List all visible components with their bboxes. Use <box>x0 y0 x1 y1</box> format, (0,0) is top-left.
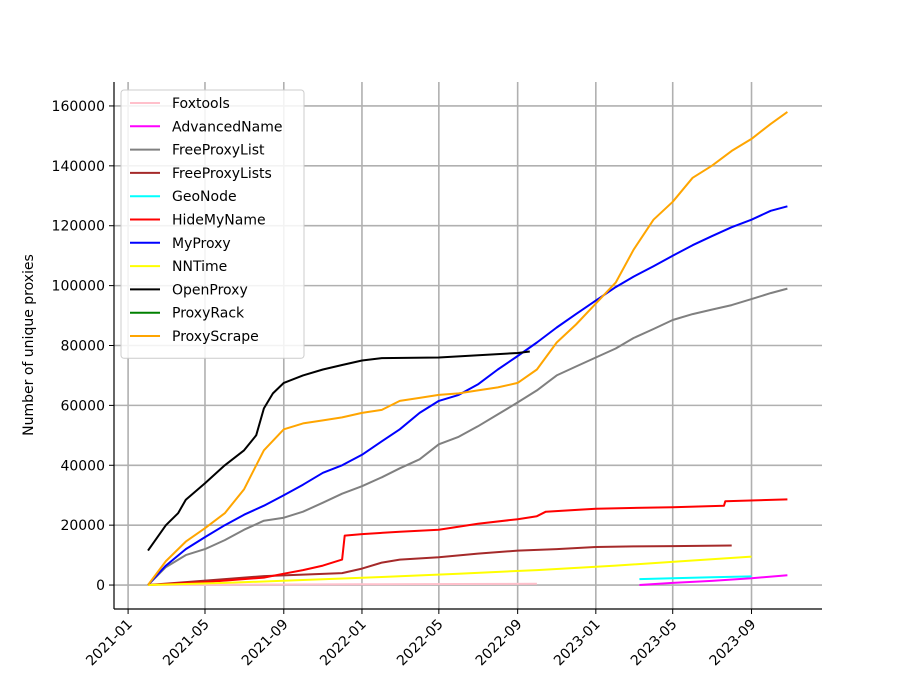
y-tick-label: 20000 <box>60 518 105 534</box>
series-line-geonode <box>639 575 752 581</box>
y-axis-label: Number of unique proxies <box>21 254 37 436</box>
x-tick-label: 2021-05 <box>160 617 213 670</box>
series-line-foxtools <box>147 582 537 586</box>
legend-label: ProxyScrape <box>172 329 259 345</box>
series-line-myproxy <box>147 205 788 586</box>
legend-label: GeoNode <box>172 189 237 205</box>
series-line-openproxy <box>147 350 530 552</box>
series-line-nntime <box>147 555 752 586</box>
y-tick-label: 0 <box>96 578 105 594</box>
y-tick-label: 100000 <box>52 279 105 295</box>
x-tick-label: 2022-09 <box>473 617 526 670</box>
legend-label: HideMyName <box>172 213 266 229</box>
y-tick-label: 160000 <box>52 99 105 115</box>
x-tick-label: 2023-05 <box>628 617 681 670</box>
legend-label: OpenProxy <box>172 282 248 298</box>
grid <box>114 82 822 609</box>
x-tick-label: 2022-05 <box>394 617 447 670</box>
y-tick-label: 40000 <box>60 458 105 474</box>
legend-label: FreeProxyLists <box>172 166 272 182</box>
legend-label: NNTime <box>172 259 227 275</box>
series-line-advancedname <box>639 574 788 586</box>
x-tick-label: 2022-01 <box>317 617 370 670</box>
legend-label: MyProxy <box>172 236 231 252</box>
series-line-proxyscrape <box>147 111 788 586</box>
x-tick-label: 2023-01 <box>551 617 604 670</box>
legend-label: AdvancedName <box>172 119 282 135</box>
legend-box <box>120 89 305 359</box>
x-tick-label: 2023-09 <box>707 617 760 670</box>
y-tick-label: 120000 <box>52 219 105 235</box>
axes <box>109 82 822 614</box>
y-tick-label: 80000 <box>60 339 105 355</box>
legend: Foxtools AdvancedName FreeProxyList FreePro… <box>120 89 305 359</box>
y-tick-label: 140000 <box>52 159 105 175</box>
series-line-hidemyname <box>147 498 788 586</box>
y-tick-label: 60000 <box>60 398 105 414</box>
legend-label: ProxyRack <box>172 306 245 322</box>
series-line-freeproxylists <box>147 544 732 586</box>
series-line-freeproxylist <box>147 287 788 586</box>
x-tick-label: 2021-09 <box>239 617 292 670</box>
x-tick-label: 2021-01 <box>83 617 136 670</box>
series-lines <box>147 111 788 586</box>
legend-label: FreeProxyList <box>172 143 265 159</box>
legend-label: Foxtools <box>172 96 230 112</box>
